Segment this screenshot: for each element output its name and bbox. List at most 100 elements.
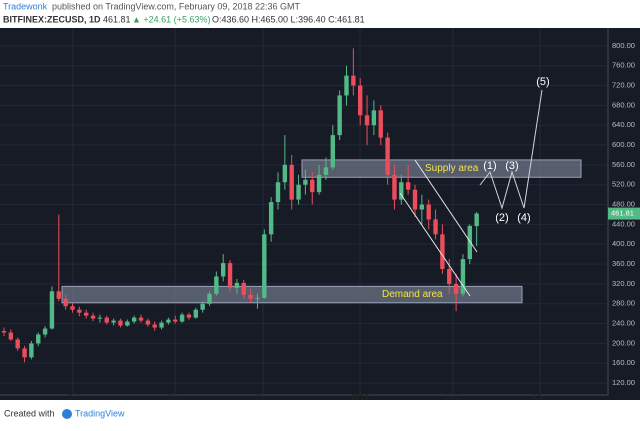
y-tick-label: 200.00 [612, 338, 635, 347]
candle-body [173, 319, 178, 322]
candle-body [371, 110, 377, 126]
y-tick-label: 800.00 [612, 41, 635, 50]
x-tick-label: Mar [533, 393, 547, 402]
zone-label: Demand area [382, 289, 443, 300]
wave-label: (5) [536, 76, 549, 88]
logo [62, 409, 72, 419]
y-tick-label: 160.00 [612, 358, 635, 367]
y-tick-label: 400.00 [612, 239, 635, 248]
candle-body [310, 179, 315, 193]
candle-body [1, 331, 7, 333]
candle-body [289, 164, 294, 200]
y-tick-label: 640.00 [612, 120, 635, 129]
candle-body [186, 314, 192, 318]
candle-body [296, 184, 301, 200]
candle-body [207, 293, 212, 304]
candle-body [22, 348, 27, 358]
channel [399, 159, 478, 297]
candle-body [159, 322, 164, 328]
candle-body [399, 182, 404, 200]
candle-body [351, 75, 356, 86]
candle-body [282, 164, 288, 183]
y-tick-label: 120.00 [612, 378, 635, 387]
candle-body [56, 291, 61, 299]
candle-body [138, 317, 144, 321]
candle-body [145, 320, 151, 325]
candle-body [166, 319, 171, 323]
candle-body [385, 137, 390, 175]
candle-body [49, 291, 55, 329]
candle-body [42, 328, 48, 335]
candle-body [90, 315, 96, 319]
y-tick-label: 440.00 [612, 219, 635, 228]
candle-body [344, 75, 349, 96]
candle-body [467, 225, 472, 260]
y-tick-label: 720.00 [612, 81, 635, 90]
y-tick-label: 280.00 [612, 299, 635, 308]
wave-label: (4) [517, 212, 530, 224]
candle-body [8, 332, 14, 340]
candle-body [268, 202, 274, 235]
candle-body [241, 282, 246, 295]
ohlc: O:436.60 H:465.00 L:396.40 C:461.81 [212, 14, 365, 24]
symbol: BITFINEX:ZECUSD, 1D [3, 14, 101, 24]
wave-label: (1) [483, 160, 496, 172]
candle-body [303, 179, 308, 185]
candle-body [234, 282, 240, 288]
candle-body [426, 204, 431, 220]
footer-bg [0, 400, 640, 426]
candle-body [15, 339, 20, 349]
price: 461.81 [103, 14, 131, 24]
candle-body [104, 317, 109, 323]
candle-body [111, 320, 116, 323]
candle-body [316, 174, 322, 193]
y-tick-label: 480.00 [612, 200, 635, 209]
change: ▲ +24.61 (+5.63%) [132, 14, 210, 24]
candle-body [227, 263, 233, 288]
candle-body [364, 115, 370, 126]
candle-body [337, 95, 342, 136]
x-tick-label: 2018 [351, 393, 369, 402]
candle-body [29, 343, 34, 358]
x-tick-label: Dec [256, 393, 270, 402]
footer-brand[interactable]: TradingView [75, 408, 125, 418]
candle-body [392, 174, 397, 200]
candle-body [433, 219, 438, 235]
candle-body [84, 312, 89, 316]
candle-body [63, 298, 68, 307]
author[interactable]: Tradewonk [3, 1, 48, 11]
candle-body [214, 276, 219, 294]
footer-created: Created with [4, 408, 55, 418]
candle-body [323, 167, 329, 175]
candle-body [152, 324, 157, 328]
candle-body [275, 182, 281, 203]
y-tick-label: 600.00 [612, 140, 635, 149]
candle-body [36, 334, 41, 344]
candle-body [97, 317, 103, 319]
projection [479, 89, 543, 210]
candle-body [248, 294, 253, 299]
candle-body [474, 213, 479, 227]
y-tick-label: 680.00 [612, 100, 635, 109]
candle-body [70, 306, 75, 310]
candle-body [179, 314, 185, 322]
candle-body [193, 309, 198, 318]
candle-body [200, 303, 205, 310]
header-bg [0, 0, 640, 28]
zone-label: Supply area [425, 163, 479, 174]
candle-body [125, 321, 130, 326]
candle-body [118, 320, 123, 326]
candle-body [77, 309, 82, 313]
candle-body [221, 263, 226, 277]
candle-body [440, 234, 445, 270]
candle-body [131, 317, 137, 322]
zone [61, 285, 523, 304]
last-price-tag [608, 207, 640, 220]
last-price-label: 461.81 [611, 209, 634, 218]
candle-body [358, 85, 363, 116]
candle-body [453, 283, 459, 294]
x-tick-label: Feb [446, 393, 460, 402]
candle-body [419, 204, 425, 210]
